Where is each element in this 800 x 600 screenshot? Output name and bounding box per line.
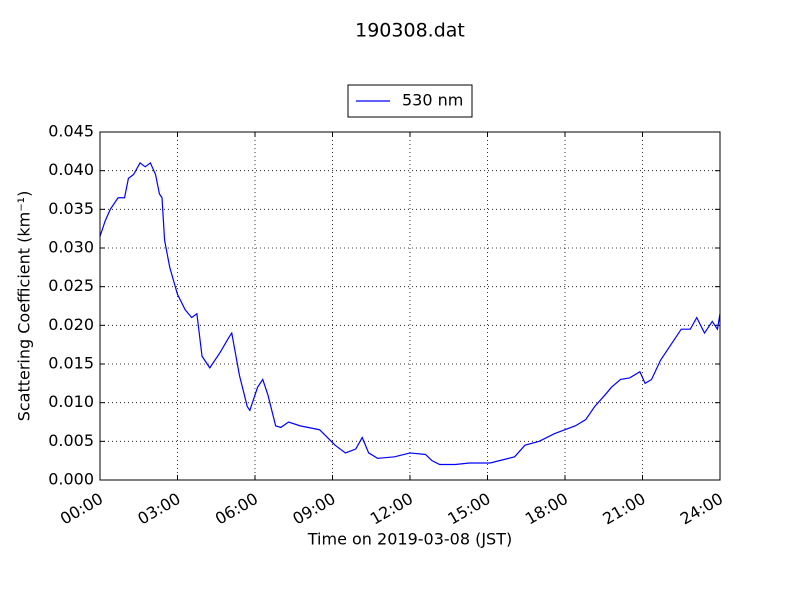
data-line xyxy=(99,162,721,466)
legend-box xyxy=(347,84,473,118)
x-tick-label: 06:00 xyxy=(212,489,261,529)
y-tick-label: 0.015 xyxy=(48,354,94,373)
y-axis-label: Scattering Coefficient (km⁻¹) xyxy=(15,191,34,422)
x-tick-label: 18:00 xyxy=(522,489,571,529)
chart-title: 190308.dat xyxy=(355,20,465,42)
x-tick-label: 03:00 xyxy=(134,489,183,529)
plot-frame xyxy=(99,131,721,481)
y-tick-label: 0.020 xyxy=(48,315,94,334)
x-axis-label: Time on 2019-03-08 (JST) xyxy=(307,530,512,549)
x-tick-label: 00:00 xyxy=(57,489,106,529)
x-tick-label: 09:00 xyxy=(289,489,338,529)
y-tick-label: 0.000 xyxy=(48,470,94,489)
y-tick-label: 0.005 xyxy=(48,431,94,450)
y-tick-label: 0.035 xyxy=(48,199,94,218)
legend: 530 nm xyxy=(347,84,473,118)
x-tick-label: 24:00 xyxy=(677,489,726,529)
legend-label: 530 nm xyxy=(402,91,463,110)
x-tick-label: 21:00 xyxy=(599,489,648,529)
y-tick-label: 0.040 xyxy=(48,160,94,179)
x-tick-label: 15:00 xyxy=(444,489,493,529)
y-tick-label: 0.010 xyxy=(48,392,94,411)
y-tick-label: 0.025 xyxy=(48,276,94,295)
y-tick-label: 0.030 xyxy=(48,238,94,257)
x-tick-label: 12:00 xyxy=(367,489,416,529)
y-tick-label: 0.045 xyxy=(48,122,94,141)
